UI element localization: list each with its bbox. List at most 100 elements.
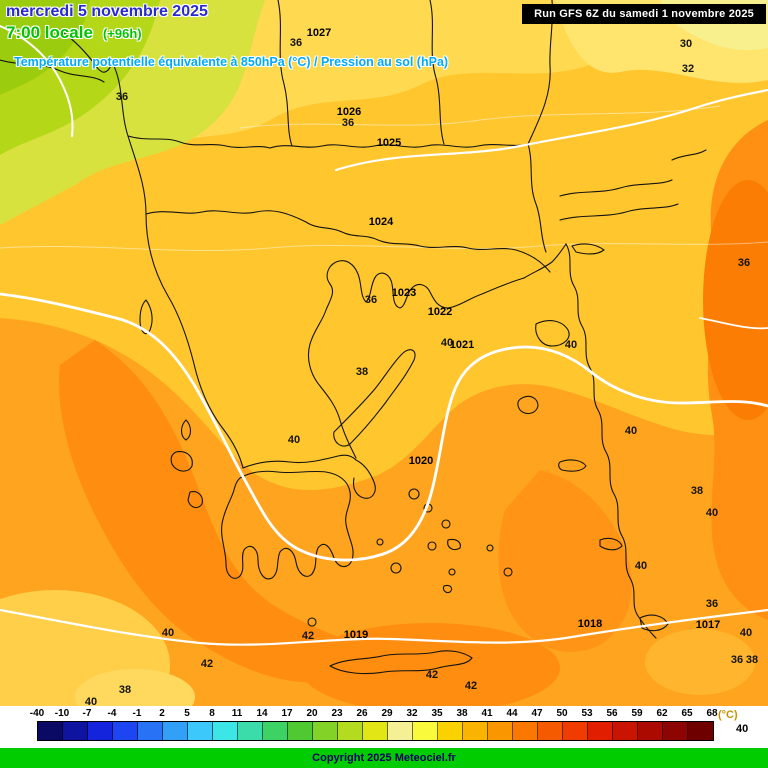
copyright-bar: Copyright 2025 Meteociel.fr [0,748,768,768]
scale-color-box [163,722,188,740]
scale-color-box [38,722,63,740]
run-info-box: Run GFS 6Z du samedi 1 novembre 2025 [522,4,766,24]
temperature-label: 40 [634,560,648,572]
time-label: 7:00 locale [6,23,93,42]
scale-color-box [288,722,313,740]
map-subtitle: Température potentielle équivalente à 85… [14,55,449,69]
temperature-label: 38 [745,654,759,666]
date-label: mercredi 5 novembre 2025 [6,3,208,20]
temperature-label: 36 [730,654,744,666]
scale-tick: 62 [656,708,668,719]
scale-tick: 5 [184,708,190,719]
temperature-label: 42 [464,680,478,692]
scale-color-box [63,722,88,740]
scale-tick: 47 [531,708,543,719]
scale-tick: -7 [82,708,92,719]
scale-color-box [238,722,263,740]
map-graphic [0,0,768,706]
temperature-field-layer [0,0,768,706]
temperature-label: 40 [84,696,98,706]
scale-tick: 41 [481,708,493,719]
scale-tick: 65 [681,708,693,719]
scale-tick: 2 [159,708,165,719]
temperature-label: 42 [200,658,214,670]
isobars-layer [0,25,768,646]
scale-color-box [388,722,413,740]
temperature-label: 36 [289,37,303,49]
temperature-label: 40 [739,627,753,639]
temperature-label: 30 [679,38,693,50]
scale-tick: 50 [556,708,568,719]
temperature-label: 36 [341,117,355,129]
scale-extra-label: 40 [736,723,749,735]
scale-color-box [263,722,288,740]
scale-color-box [88,722,113,740]
scale-color-box [613,722,638,740]
map-header: mercredi 5 novembre 2025 7:00 locale (+96… [6,3,448,69]
temperature-label: 32 [681,63,695,75]
temperature-label: 38 [690,485,704,497]
scale-tick: -1 [132,708,142,719]
scale-tick: 23 [331,708,343,719]
scale-color-box [438,722,463,740]
pressure-label: 1025 [376,137,402,149]
scale-colorbar [37,721,714,741]
map-area: 1027 1026 1025 1024 1023 1022 1021 1020 1019 1018… [0,0,768,706]
temperature-label: 38 [118,684,132,696]
scale-tick: 53 [581,708,593,719]
scale-tick: -4 [107,708,117,719]
scale-color-box [413,722,438,740]
scale-tick: 44 [506,708,518,719]
pressure-label: 1021 [449,339,475,351]
scale-color-box [188,722,213,740]
scale-tick: 68 [706,708,718,719]
pressure-label: 1023 [391,287,417,299]
forecast-offset-label: (+96h) [102,26,142,41]
scale-tick: 11 [231,708,243,719]
scale-tick: 38 [456,708,468,719]
temperature-label: 40 [161,627,175,639]
pressure-label: 1027 [306,27,332,39]
pressure-label: 1026 [336,106,362,118]
scale-tick: 26 [356,708,368,719]
temperature-label: 42 [301,630,315,642]
temperature-label: 42 [425,669,439,681]
temperature-label: 40 [564,339,578,351]
temperature-label: 36 [737,257,751,269]
scale-color-box [463,722,488,740]
temperature-label: 36 [364,294,378,306]
temperature-label: 40 [705,507,719,519]
pressure-label: 1022 [427,306,453,318]
color-scale: -40 -10 -7 -4 -1 2 5 8 11 14 17 20 23 26 29 32 35 38 41 44 4… [0,706,768,748]
temperature-label: 40 [440,337,454,349]
scale-tick: -10 [54,708,70,719]
scale-color-box [688,722,713,740]
scale-color-box [588,722,613,740]
scale-color-box [313,722,338,740]
scale-color-box [338,722,363,740]
scale-color-box [663,722,688,740]
scale-color-box [638,722,663,740]
pressure-label: 1018 [577,618,603,630]
temperature-label: 40 [624,425,638,437]
pressure-label: 1020 [408,455,434,467]
scale-color-box [213,722,238,740]
pressure-label: 1017 [695,619,721,631]
scale-tick: 8 [209,708,215,719]
temperature-label: 36 [115,91,129,103]
temperature-label: 40 [287,434,301,446]
temperature-label: 36 [705,598,719,610]
scale-tick: 20 [306,708,318,719]
scale-tick: 59 [631,708,643,719]
scale-color-box [363,722,388,740]
scale-tick: 35 [431,708,443,719]
scale-tick: 32 [406,708,418,719]
scale-unit-label: (°C) [718,709,738,721]
scale-color-box [488,722,513,740]
scale-color-box [113,722,138,740]
coastlines-layer [0,0,707,675]
scale-color-box [513,722,538,740]
scale-tick: 29 [381,708,393,719]
scale-tick: 17 [281,708,293,719]
